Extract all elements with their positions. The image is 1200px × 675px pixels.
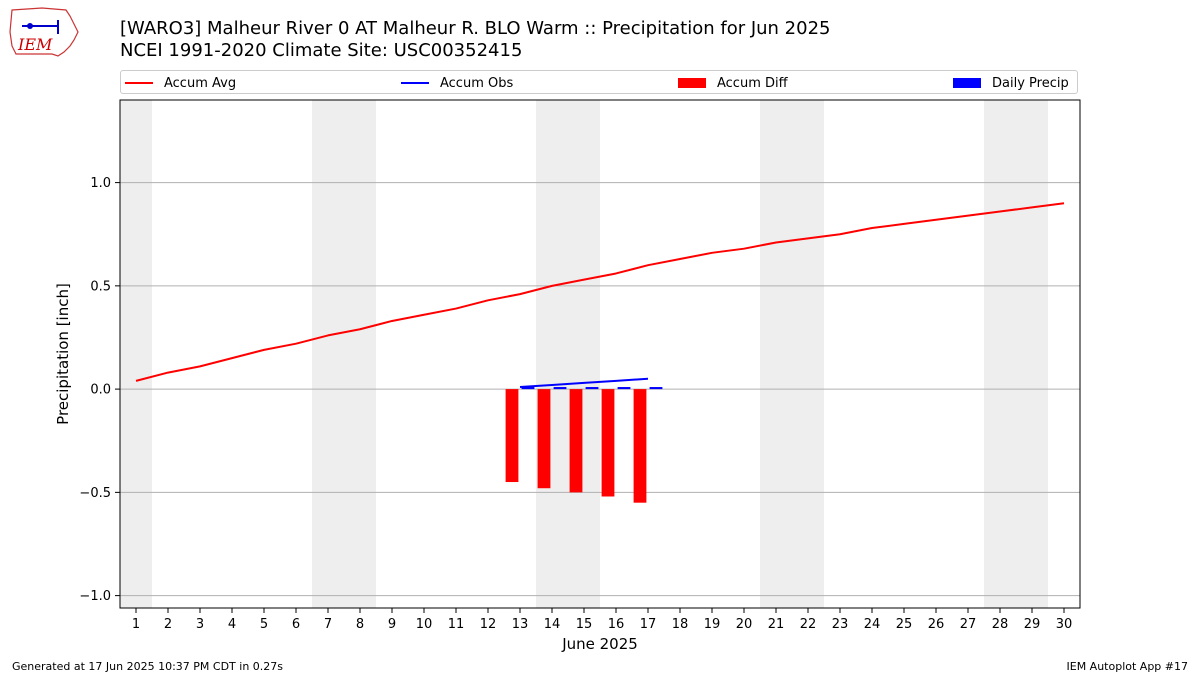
weekend-band [120, 100, 152, 608]
gridlines [120, 182, 1080, 597]
weekend-shading [120, 100, 1048, 608]
legend-item-accum-diff: Accum Diff [678, 74, 788, 92]
x-tick-label: 10 [416, 617, 433, 632]
plot-frame [119, 99, 1081, 609]
legend-label: Accum Obs [440, 75, 514, 91]
daily-precip-bar [553, 387, 567, 390]
x-tick-label: 9 [388, 617, 396, 632]
x-axis: 1 2 3 4 5 6 7 8 9 10 11 12 13 14 15 16 17 18 19 20 21 22 23 24 2… [132, 608, 1072, 632]
x-tick-label: 22 [800, 617, 817, 632]
legend-item-daily-precip: Daily Precip [953, 74, 1069, 92]
logo-text: IEM [17, 35, 53, 54]
daily-precip-bar [521, 387, 535, 390]
accum-diff-bar [633, 389, 647, 503]
accum-diff-bar [569, 389, 583, 493]
footer-generated: Generated at 17 Jun 2025 10:37 PM CDT in… [12, 660, 284, 673]
x-tick-label: 29 [1024, 617, 1041, 632]
daily-precip-bar [585, 387, 599, 390]
accum-avg-line [135, 202, 1065, 382]
legend-label: Daily Precip [992, 75, 1069, 91]
legend-swatch [678, 78, 706, 88]
x-tick-label: 6 [292, 617, 300, 632]
legend: Accum Avg Accum Obs Accum Diff Daily Pre… [120, 70, 1078, 94]
x-axis-label: June 2025 [561, 635, 638, 653]
x-tick-label: 5 [260, 617, 268, 632]
accum-obs-line [519, 377, 649, 389]
legend-swatch [401, 82, 429, 84]
legend-item-accum-obs: Accum Obs [401, 74, 513, 92]
accum-diff-bar [537, 389, 551, 489]
y-tick-label: −0.5 [79, 486, 111, 501]
x-tick-label: 20 [736, 617, 753, 632]
y-axis-label: Precipitation [inch] [54, 283, 72, 425]
accum-diff-bar [505, 389, 519, 483]
lines [135, 202, 1065, 389]
iem-logo: IEM [9, 7, 79, 57]
y-tick-label: 0.0 [90, 383, 111, 398]
x-tick-label: 17 [640, 617, 657, 632]
legend-swatch [953, 78, 981, 88]
legend-swatch [125, 82, 153, 84]
chart-title: [WARO3] Malheur River 0 AT Malheur R. BL… [120, 18, 831, 39]
x-tick-label: 26 [928, 617, 945, 632]
x-tick-label: 30 [1056, 617, 1073, 632]
x-tick-label: 11 [448, 617, 465, 632]
x-tick-label: 13 [512, 617, 529, 632]
x-tick-label: 15 [576, 617, 593, 632]
weekend-band [312, 100, 376, 608]
x-tick-label: 19 [704, 617, 721, 632]
x-tick-label: 2 [164, 617, 172, 632]
bars [505, 387, 663, 503]
x-tick-label: 16 [608, 617, 625, 632]
accum-diff-bar [601, 389, 615, 497]
x-tick-label: 18 [672, 617, 689, 632]
daily-precip-bar [617, 387, 631, 390]
x-tick-label: 3 [196, 617, 204, 632]
y-tick-label: 1.0 [90, 176, 111, 191]
x-tick-label: 8 [356, 617, 364, 632]
legend-label: Accum Avg [164, 75, 237, 91]
x-tick-label: 1 [132, 617, 140, 632]
legend-item-accum-avg: Accum Avg [125, 74, 236, 92]
x-tick-label: 28 [992, 617, 1009, 632]
x-tick-label: 25 [896, 617, 913, 632]
chart-subtitle: NCEI 1991-2020 Climate Site: USC00352415 [120, 40, 523, 61]
x-tick-label: 14 [544, 617, 561, 632]
x-tick-label: 12 [480, 617, 497, 632]
daily-precip-bar [649, 387, 663, 390]
x-tick-label: 24 [864, 617, 881, 632]
y-tick-label: 0.5 [90, 279, 111, 294]
x-tick-label: 27 [960, 617, 977, 632]
y-tick-label: −1.0 [79, 589, 111, 604]
footer-app: IEM Autoplot App #17 [1066, 660, 1189, 673]
weekend-band [984, 100, 1048, 608]
x-tick-label: 21 [768, 617, 785, 632]
weekend-band [760, 100, 824, 608]
weekend-band [536, 100, 600, 608]
x-tick-label: 7 [324, 617, 332, 632]
x-tick-label: 23 [832, 617, 849, 632]
y-axis: −1.0 −0.5 0.0 0.5 1.0 [79, 176, 120, 604]
legend-label: Accum Diff [717, 75, 788, 91]
x-tick-label: 4 [228, 617, 236, 632]
